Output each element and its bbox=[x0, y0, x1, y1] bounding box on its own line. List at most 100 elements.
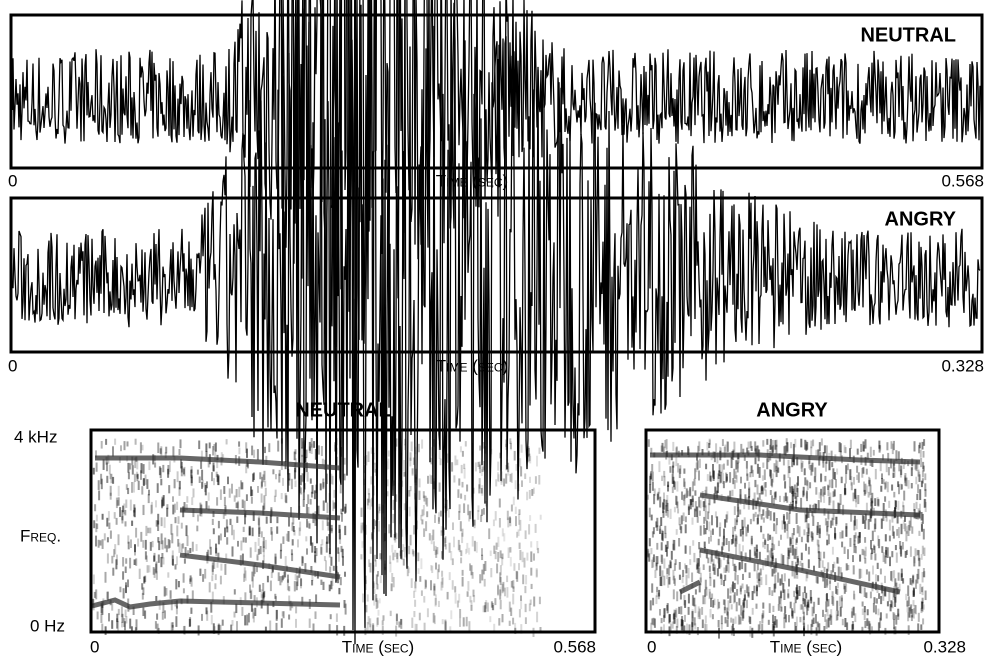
spectrogram-texture bbox=[496, 564, 498, 574]
spectrogram-texture bbox=[772, 606, 774, 612]
spectrogram-texture bbox=[210, 547, 212, 555]
spectrogram-texture bbox=[514, 623, 516, 631]
spectrogram-texture bbox=[116, 518, 118, 525]
spectrogram-texture bbox=[671, 551, 673, 560]
spectrogram-texture bbox=[808, 523, 810, 533]
spectrogram-texture bbox=[162, 540, 164, 549]
spectrogram-texture bbox=[703, 564, 705, 570]
spectrogram-texture bbox=[663, 615, 665, 622]
spectrogram-texture bbox=[725, 617, 727, 623]
spectrogram-texture bbox=[320, 483, 322, 490]
spectrogram-texture bbox=[481, 485, 483, 496]
spectrogram-texture bbox=[164, 586, 166, 596]
spectrogram-texture bbox=[754, 547, 756, 556]
spectrogram-texture bbox=[914, 558, 916, 564]
spectrogram-texture bbox=[497, 462, 499, 471]
spectrogram-texture bbox=[259, 472, 261, 479]
spectrogram-texture bbox=[688, 568, 690, 578]
spectrogram-texture bbox=[93, 468, 95, 475]
spectrogram-texture bbox=[499, 499, 501, 508]
spectrogram-texture bbox=[226, 527, 228, 533]
spectrogram-texture bbox=[776, 440, 778, 447]
spectrogram-texture bbox=[918, 558, 920, 567]
spectrogram-texture bbox=[507, 511, 509, 520]
spectrogram-texture bbox=[766, 439, 768, 445]
spectrogram-texture bbox=[429, 533, 431, 540]
spectrogram-texture bbox=[404, 444, 406, 450]
spectrogram-texture bbox=[651, 515, 653, 521]
spectrogram-texture bbox=[719, 522, 721, 528]
spectrogram-texture bbox=[892, 444, 894, 454]
spectrogram-texture bbox=[726, 565, 728, 571]
spectrogram-texture bbox=[175, 564, 177, 569]
spectrogram-texture bbox=[202, 480, 204, 488]
spectrogram-texture bbox=[709, 573, 711, 579]
spectrogram-texture bbox=[813, 618, 815, 624]
spectrogram-texture bbox=[133, 482, 135, 493]
spectrogram-texture bbox=[897, 516, 899, 524]
spectrogram-texture bbox=[814, 476, 816, 483]
spectrogram-texture bbox=[213, 463, 215, 472]
spectrogram-texture bbox=[294, 581, 296, 591]
spectrogram-texture bbox=[303, 440, 305, 451]
spectrogram-texture bbox=[650, 548, 652, 554]
spectrogram-texture bbox=[896, 553, 898, 563]
spectrogram-texture bbox=[831, 462, 833, 467]
spectrogram-texture bbox=[783, 617, 785, 628]
spectrogram-texture bbox=[98, 480, 100, 490]
spectrogram-texture bbox=[853, 607, 855, 616]
spectrogram-texture bbox=[326, 536, 328, 544]
spectrogram-texture bbox=[858, 472, 860, 482]
spectrogram-texture bbox=[744, 483, 746, 489]
spectrogram-texture bbox=[158, 555, 160, 563]
spectrogram-texture bbox=[393, 577, 395, 587]
spectrogram-texture bbox=[224, 497, 226, 506]
spectrogram-texture bbox=[259, 585, 261, 592]
time-axis-label: Time (sec) bbox=[436, 171, 508, 190]
spectrogram-texture bbox=[264, 481, 266, 487]
spectrogram-texture bbox=[675, 457, 677, 466]
spectrogram-texture bbox=[281, 493, 283, 499]
spectrogram-texture bbox=[683, 595, 685, 605]
spectrogram-texture bbox=[368, 559, 370, 567]
spectrogram-texture bbox=[536, 456, 538, 467]
spectrogram-texture bbox=[245, 442, 247, 453]
spectrogram-texture bbox=[320, 547, 322, 555]
spectrogram-texture bbox=[811, 531, 813, 537]
time-axis-label: Time (sec) bbox=[436, 356, 508, 375]
spectrogram-texture bbox=[299, 528, 301, 536]
spectrogram-texture bbox=[295, 480, 297, 487]
spectrogram-texture bbox=[288, 586, 290, 591]
spectrogram-texture bbox=[661, 533, 663, 540]
spectrogram-texture bbox=[746, 474, 748, 481]
spectrogram-texture bbox=[810, 465, 812, 476]
spectrogram-texture bbox=[150, 542, 152, 551]
spectrogram-texture bbox=[303, 492, 305, 500]
spectrogram-texture bbox=[425, 521, 427, 531]
spectrogram-texture bbox=[441, 571, 443, 577]
spectrogram-texture bbox=[118, 534, 120, 545]
spectrogram-texture bbox=[529, 490, 531, 499]
spectrogram-texture bbox=[802, 592, 804, 601]
spectrogram-texture bbox=[144, 611, 146, 619]
spectrogram-texture bbox=[732, 490, 734, 496]
spectrogram-texture bbox=[295, 619, 297, 628]
spectrogram-texture bbox=[762, 610, 764, 617]
spectrogram-texture bbox=[892, 601, 894, 608]
spectrogram-texture bbox=[267, 576, 269, 583]
spectrogram-texture bbox=[318, 506, 320, 516]
spectrogram-texture bbox=[472, 536, 474, 546]
spectrogram-texture bbox=[142, 587, 144, 595]
spectrogram-texture bbox=[770, 490, 772, 495]
spectrogram-texture bbox=[876, 598, 878, 603]
spectrogram-texture bbox=[780, 591, 782, 598]
spectrogram-texture bbox=[414, 447, 416, 454]
spectrogram-texture bbox=[329, 493, 331, 502]
spectrogram-texture bbox=[673, 614, 675, 620]
spectrogram-texture bbox=[218, 535, 220, 544]
spectrogram-texture bbox=[315, 594, 317, 603]
spectrogram-texture bbox=[127, 488, 129, 494]
spectrogram-texture bbox=[217, 563, 219, 568]
spectrogram-texture bbox=[476, 542, 478, 553]
spectrogram-texture bbox=[874, 524, 876, 532]
